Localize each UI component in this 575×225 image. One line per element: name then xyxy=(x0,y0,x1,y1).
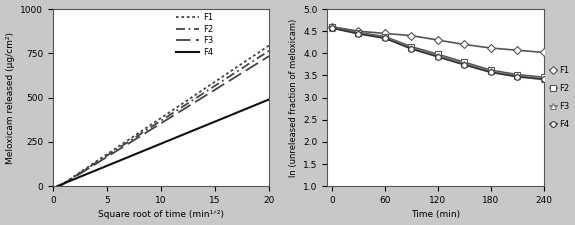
F1 xyxy=(183,99,190,102)
F2 xyxy=(381,35,388,38)
F1 xyxy=(408,34,415,37)
F2 xyxy=(328,25,335,28)
F3 xyxy=(328,26,335,29)
F3 xyxy=(57,185,64,187)
F4 xyxy=(488,71,494,74)
F2 xyxy=(66,179,72,182)
F3 xyxy=(185,105,192,108)
F4 xyxy=(265,98,272,101)
F2 xyxy=(129,138,136,141)
F1 xyxy=(91,161,98,164)
F3 xyxy=(207,91,214,94)
F2 xyxy=(461,61,468,63)
F4 xyxy=(540,78,547,81)
F4 xyxy=(381,37,388,40)
F3 xyxy=(381,36,388,39)
F3 xyxy=(266,55,273,57)
Line: F3: F3 xyxy=(329,25,547,81)
F2 xyxy=(266,49,273,52)
F4 xyxy=(178,134,185,137)
Line: F2: F2 xyxy=(329,24,547,80)
F3 xyxy=(408,47,415,49)
F4 xyxy=(355,32,362,35)
Legend: F1, F2, F3, F4: F1, F2, F3, F4 xyxy=(550,66,570,129)
F4 xyxy=(434,56,441,58)
F1 xyxy=(66,178,72,181)
X-axis label: Square root of time (min¹ᐟ²): Square root of time (min¹ᐟ²) xyxy=(98,210,224,219)
F2 xyxy=(220,79,227,81)
F2 xyxy=(408,45,415,48)
F3 xyxy=(127,141,134,144)
F2 xyxy=(540,76,547,79)
F1 xyxy=(155,119,162,121)
Y-axis label: Meloxicam released (µg/cm²): Meloxicam released (µg/cm²) xyxy=(6,32,14,164)
F1 xyxy=(488,47,494,49)
F3 xyxy=(116,148,122,151)
F3 xyxy=(175,111,182,114)
F3 xyxy=(434,54,441,57)
F4 xyxy=(217,118,224,120)
F4 xyxy=(53,185,60,187)
Line: F4: F4 xyxy=(57,99,269,186)
F4 xyxy=(461,63,468,66)
Line: F1: F1 xyxy=(329,24,547,55)
F1 xyxy=(220,74,227,77)
Line: F3: F3 xyxy=(60,56,269,186)
F1 xyxy=(328,25,335,28)
X-axis label: Time (min): Time (min) xyxy=(411,210,460,219)
Line: F1: F1 xyxy=(60,45,269,186)
F3 xyxy=(355,32,362,35)
F2 xyxy=(434,53,441,56)
F4 xyxy=(266,98,273,101)
F1 xyxy=(434,39,441,41)
F2 xyxy=(183,103,190,105)
Line: F4: F4 xyxy=(329,25,547,82)
Line: F2: F2 xyxy=(60,51,269,186)
F3 xyxy=(488,70,494,73)
Legend: F1, F2, F3, F4: F1, F2, F3, F4 xyxy=(176,13,214,57)
F2 xyxy=(155,121,162,124)
F4 xyxy=(514,75,521,78)
F3 xyxy=(514,74,521,77)
Y-axis label: ln (unreleased fraction of meloxicam): ln (unreleased fraction of meloxicam) xyxy=(289,18,298,177)
F1 xyxy=(540,51,547,54)
F1 xyxy=(355,30,362,33)
F1 xyxy=(514,49,521,52)
F3 xyxy=(540,77,547,80)
F4 xyxy=(408,47,415,50)
F3 xyxy=(236,73,243,76)
F4 xyxy=(159,142,166,144)
F2 xyxy=(56,185,63,187)
F3 xyxy=(461,62,468,65)
F4 xyxy=(254,103,261,106)
F1 xyxy=(461,43,468,46)
F2 xyxy=(514,73,521,76)
F2 xyxy=(355,31,362,34)
F4 xyxy=(175,135,182,138)
F4 xyxy=(328,27,335,29)
F1 xyxy=(381,32,388,35)
F1 xyxy=(56,184,63,187)
F2 xyxy=(488,69,494,72)
F2 xyxy=(91,162,98,165)
F1 xyxy=(266,44,273,47)
F1 xyxy=(129,136,136,139)
